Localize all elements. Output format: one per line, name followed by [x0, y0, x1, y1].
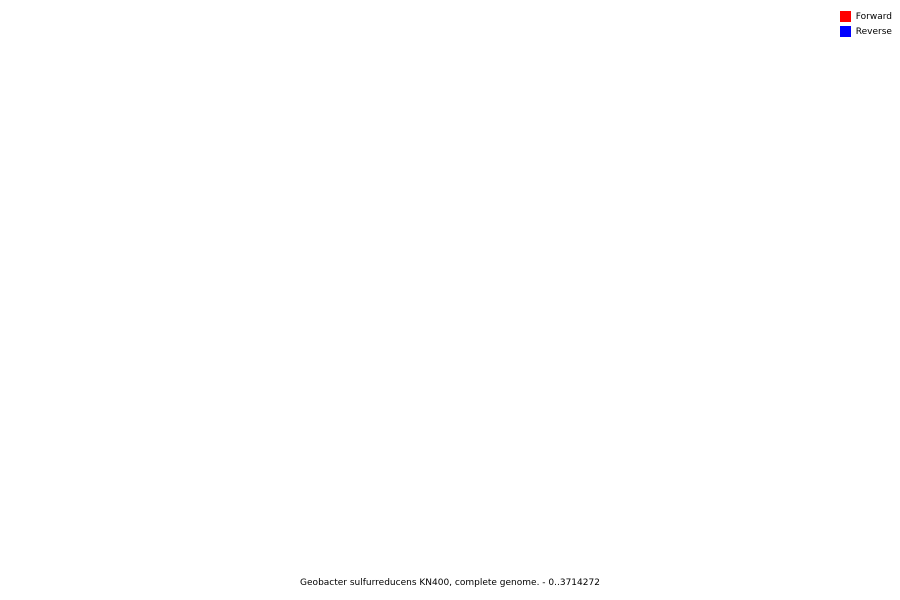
map-caption: Geobacter sulfurreducens KN400, complete… — [300, 578, 600, 588]
legend: Forward Reverse — [839, 9, 892, 39]
legend-item-reverse: Reverse — [839, 24, 892, 39]
reverse-swatch — [839, 26, 851, 37]
legend-label-reverse: Reverse — [855, 26, 892, 37]
legend-label-forward: Forward — [855, 11, 892, 22]
forward-swatch — [839, 11, 851, 22]
legend-item-forward: Forward — [839, 9, 892, 24]
